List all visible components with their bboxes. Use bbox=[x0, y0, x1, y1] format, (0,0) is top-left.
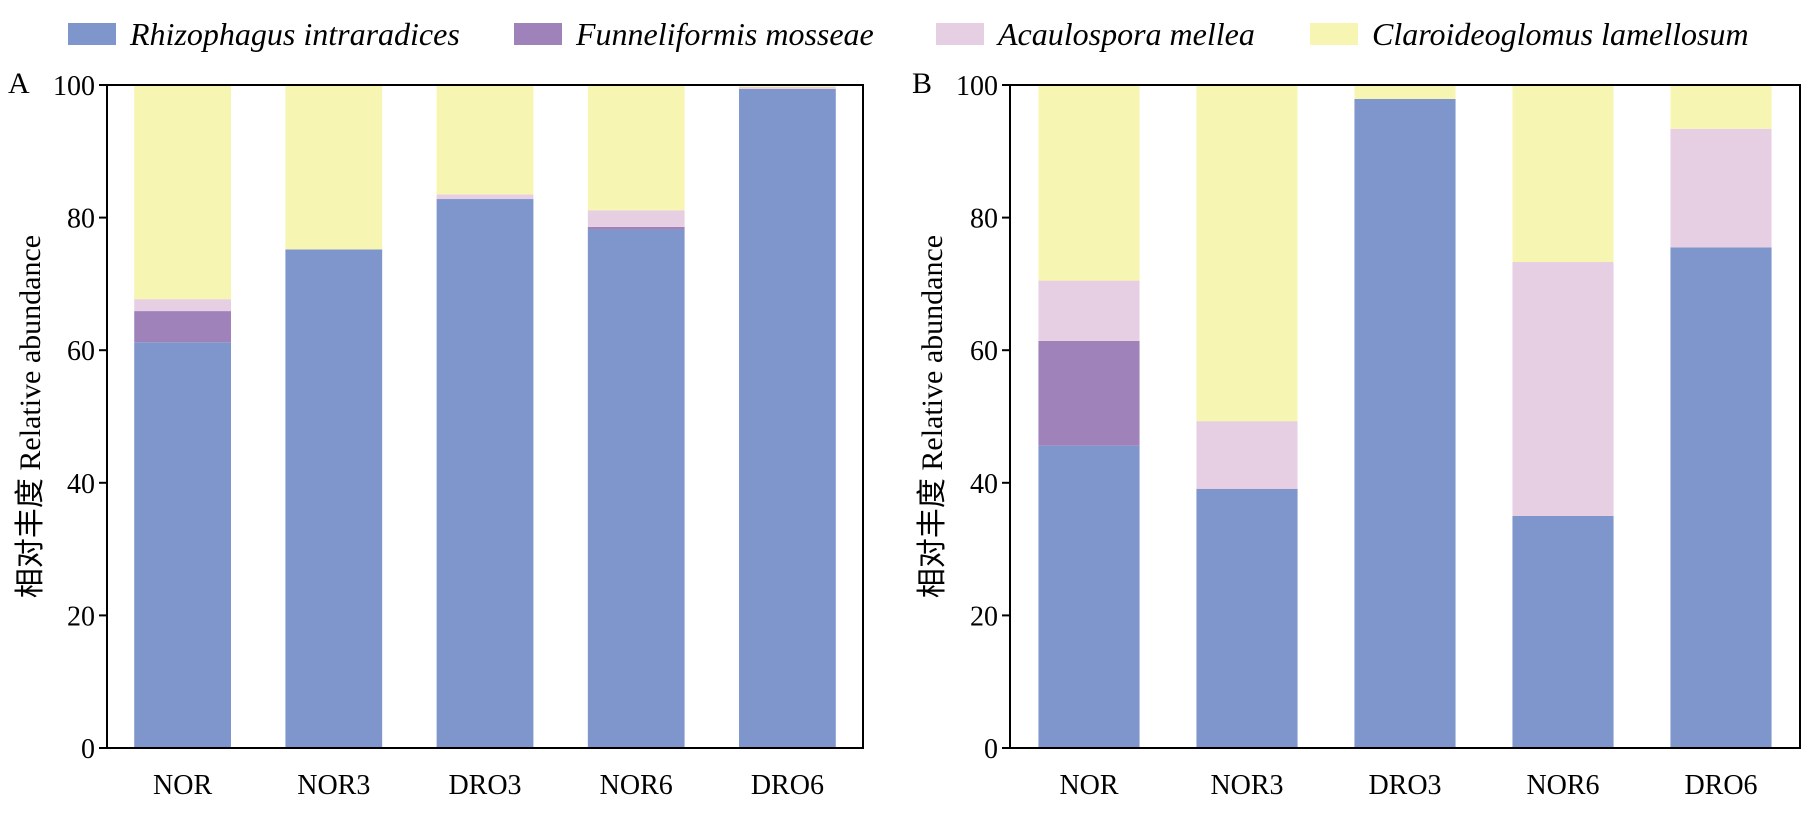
y-tick-label-a-0: 0 bbox=[81, 734, 95, 765]
legend-label-acaulospora: Acaulospora mellea bbox=[998, 15, 1255, 52]
y-tick-label-a-100: 100 bbox=[53, 71, 95, 102]
y-tick-label-b-80: 80 bbox=[970, 204, 998, 235]
x-tick-label-a-nor6: NOR6 bbox=[600, 770, 673, 801]
legend-item-funneliformis: Funneliformis mosseae bbox=[514, 14, 874, 54]
bar-segment-b-nor-1 bbox=[1038, 340, 1140, 446]
x-tick-label-a-nor: NOR bbox=[153, 770, 212, 801]
bar-segment-b-nor3-0 bbox=[1196, 488, 1298, 748]
bar-segment-a-nor6-3 bbox=[587, 85, 685, 211]
y-tick-label-b-100: 100 bbox=[956, 71, 998, 102]
x-tick-label-b-nor6: NOR6 bbox=[1526, 770, 1599, 801]
bar-segment-a-nor6-2 bbox=[587, 210, 685, 227]
bar-segment-b-dro3-0 bbox=[1354, 98, 1456, 749]
bar-segment-a-dro3-2 bbox=[436, 194, 534, 200]
y-tick-label-a-80: 80 bbox=[67, 204, 95, 235]
legend-swatch-funneliformis bbox=[514, 23, 562, 45]
legend-item-claroideoglomus: Claroideoglomus lamellosum bbox=[1310, 14, 1749, 54]
bar-segment-b-nor6-2 bbox=[1512, 262, 1614, 516]
bar-segment-b-nor-2 bbox=[1038, 280, 1140, 341]
y-tick-label-b-40: 40 bbox=[970, 469, 998, 500]
bar-segment-b-dro6-3 bbox=[1670, 85, 1772, 129]
chart-panel-b: 0 20 40 60 80 100 NOR NOR3 DRO3 NOR6 DRO6 B 相对丰度 Rel… bbox=[912, 67, 1801, 801]
x-tick-label-b-dro6: DRO6 bbox=[1684, 770, 1757, 801]
bar-segment-a-dro3-0 bbox=[436, 199, 534, 749]
legend-item-acaulospora: Acaulospora mellea bbox=[936, 14, 1255, 54]
bar-segment-b-nor-3 bbox=[1038, 85, 1140, 281]
legend-label-funneliformis: Funneliformis mosseae bbox=[576, 15, 874, 52]
bar-segment-b-dro6-0 bbox=[1670, 247, 1772, 748]
y-axis-label-a: 相对丰度 Relative abundance bbox=[14, 235, 47, 598]
legend-swatch-rhizophagus bbox=[68, 23, 116, 45]
x-tick-label-b-dro3: DRO3 bbox=[1368, 770, 1441, 801]
legend-item-rhizophagus: Rhizophagus intraradices bbox=[68, 14, 460, 54]
bar-segment-a-nor-2 bbox=[134, 299, 231, 312]
x-tick-label-a-nor3: NOR3 bbox=[297, 770, 370, 801]
y-tick-label-b-60: 60 bbox=[970, 336, 998, 367]
x-tick-label-b-nor: NOR bbox=[1059, 770, 1118, 801]
bar-segment-a-nor3-3 bbox=[285, 85, 383, 250]
plot-frame-a bbox=[106, 84, 864, 749]
y-tick-label-a-40: 40 bbox=[67, 469, 95, 500]
bar-segment-a-nor3-0 bbox=[285, 249, 383, 749]
plot-frame-b bbox=[1009, 84, 1801, 749]
bar-segment-b-nor3-2 bbox=[1196, 421, 1298, 489]
bar-segment-a-nor-3 bbox=[134, 85, 231, 300]
bar-segment-b-dro6-2 bbox=[1670, 128, 1772, 248]
bar-segment-a-nor-0 bbox=[134, 342, 231, 748]
bar-segment-b-nor6-3 bbox=[1512, 85, 1614, 263]
panel-label-b: B bbox=[912, 67, 932, 100]
x-tick-label-a-dro6: DRO6 bbox=[751, 770, 824, 801]
bar-segment-b-dro3-3 bbox=[1354, 85, 1456, 99]
y-tick-label-b-20: 20 bbox=[970, 601, 998, 632]
legend-swatch-acaulospora bbox=[936, 23, 984, 45]
bar-segment-b-nor3-3 bbox=[1196, 85, 1298, 422]
panel-label-a: A bbox=[8, 67, 30, 100]
legend-label-claroideoglomus: Claroideoglomus lamellosum bbox=[1372, 15, 1749, 52]
bar-segment-a-dro6-2 bbox=[739, 86, 836, 89]
x-tick-label-b-nor3: NOR3 bbox=[1210, 770, 1283, 801]
bar-segment-a-nor6-1 bbox=[587, 226, 685, 230]
y-tick-label-b-0: 0 bbox=[984, 734, 998, 765]
legend-swatch-claroideoglomus bbox=[1310, 23, 1358, 45]
legend-label-rhizophagus: Rhizophagus intraradices bbox=[130, 15, 460, 52]
bar-segment-a-nor6-0 bbox=[587, 229, 685, 748]
y-axis-label-b: 相对丰度 Relative abundance bbox=[916, 235, 949, 598]
bar-segment-a-dro6-0 bbox=[739, 88, 836, 749]
bar-segment-a-nor-1 bbox=[134, 311, 231, 343]
chart-panel-a: 0 20 40 60 80 100 NOR NOR3 DRO3 NOR6 DRO6 A 相对丰度 Rel… bbox=[8, 67, 864, 801]
bar-segment-b-nor-0 bbox=[1038, 445, 1140, 748]
x-tick-label-a-dro3: DRO3 bbox=[448, 770, 521, 801]
y-tick-label-a-60: 60 bbox=[67, 336, 95, 367]
bar-segment-a-dro3-3 bbox=[436, 85, 534, 195]
bar-segment-b-nor6-0 bbox=[1512, 515, 1614, 748]
y-tick-label-a-20: 20 bbox=[67, 601, 95, 632]
chart-legend: Rhizophagus intraradices Funneliformis m… bbox=[0, 0, 1807, 60]
